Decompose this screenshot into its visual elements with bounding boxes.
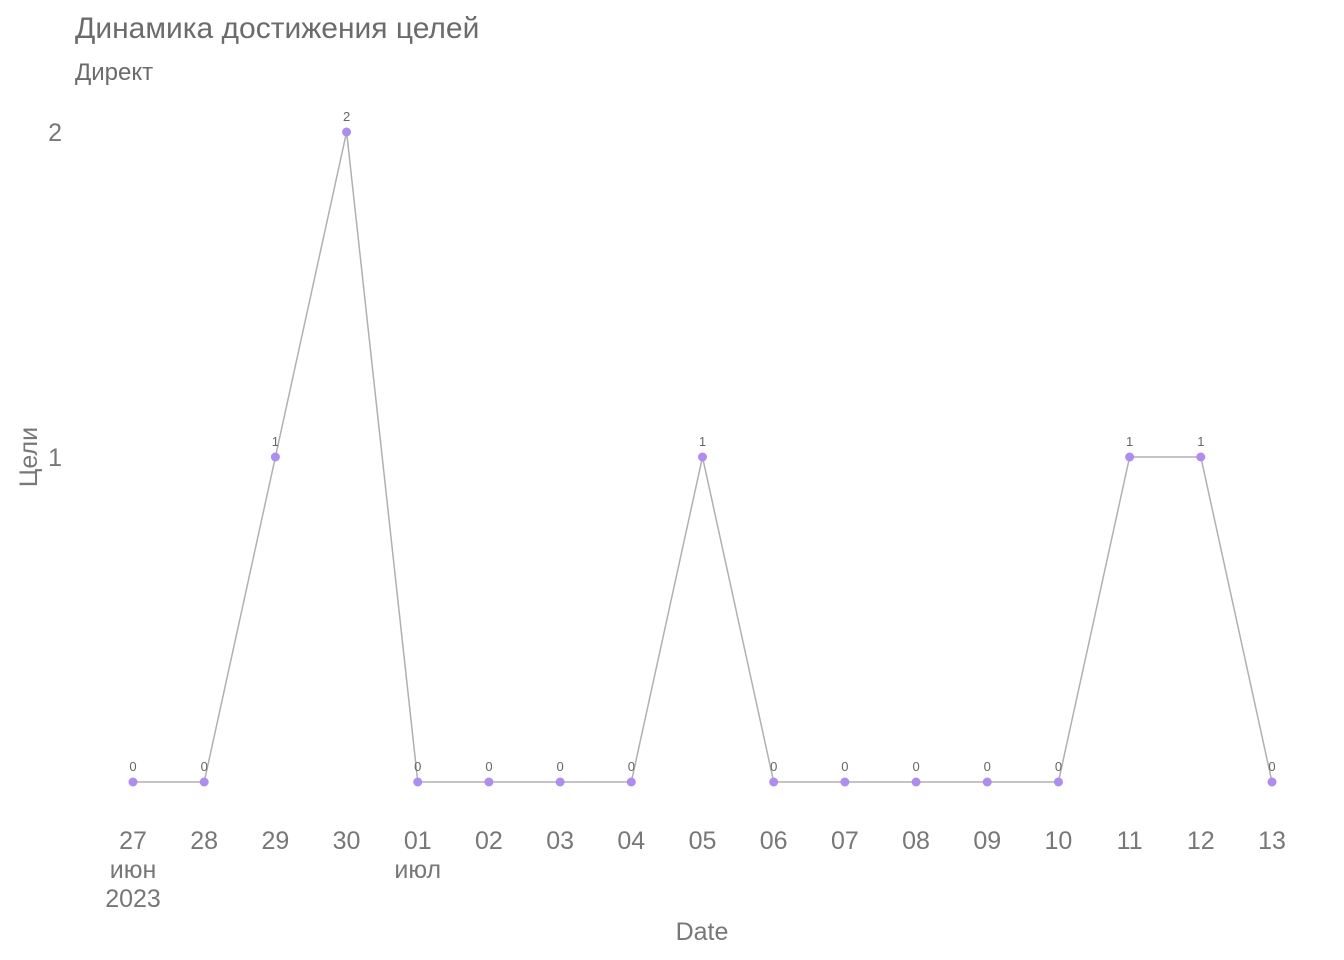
data-point bbox=[555, 777, 565, 787]
data-point bbox=[1196, 452, 1206, 462]
x-tick-label: 05 bbox=[689, 827, 717, 855]
x-tick-label: 28 bbox=[190, 827, 218, 855]
data-label: 0 bbox=[841, 759, 848, 774]
x-tick-label: 30 bbox=[333, 827, 361, 855]
data-label: 0 bbox=[984, 759, 991, 774]
x-tick-label: 11 bbox=[1117, 827, 1143, 855]
data-point bbox=[199, 777, 209, 787]
x-tick-label: 27 июн 2023 bbox=[105, 827, 161, 913]
data-label: 0 bbox=[414, 759, 421, 774]
data-point bbox=[342, 127, 352, 137]
data-label: 0 bbox=[770, 759, 777, 774]
data-point bbox=[698, 452, 707, 462]
data-label: 2 bbox=[343, 109, 350, 124]
data-label: 0 bbox=[129, 759, 136, 774]
data-labels: 0 0 1 2 0 0 0 0 1 0 0 0 0 0 1 1 0 bbox=[129, 109, 1275, 774]
data-point bbox=[769, 777, 779, 787]
x-tick-label: 08 bbox=[902, 827, 930, 855]
data-label: 0 bbox=[1055, 759, 1062, 774]
data-label: 0 bbox=[1268, 759, 1275, 774]
y-axis-ticks: 12 bbox=[48, 119, 62, 472]
data-point bbox=[270, 452, 280, 462]
x-tick-label: 29 bbox=[261, 827, 289, 855]
data-label: 0 bbox=[485, 759, 492, 774]
x-tick-label: 03 bbox=[546, 827, 574, 855]
x-axis-label: Date bbox=[676, 918, 729, 946]
series-layer bbox=[128, 127, 1277, 787]
data-label: 1 bbox=[272, 434, 279, 449]
x-tick-label: 06 bbox=[760, 827, 788, 855]
x-tick-label: 01 июл bbox=[394, 827, 441, 884]
data-label: 1 bbox=[1197, 434, 1204, 449]
data-point bbox=[484, 777, 494, 787]
data-point bbox=[1053, 777, 1063, 787]
x-tick-label: 10 bbox=[1045, 827, 1073, 855]
y-tick-label: 1 bbox=[48, 444, 62, 472]
data-point bbox=[1125, 452, 1135, 462]
data-label: 0 bbox=[628, 759, 635, 774]
chart-subtitle: Директ bbox=[75, 59, 153, 86]
data-label: 0 bbox=[557, 759, 564, 774]
x-tick-label: 04 bbox=[617, 827, 645, 855]
data-point bbox=[626, 777, 636, 787]
data-point bbox=[128, 777, 138, 787]
y-tick-label: 2 bbox=[48, 119, 62, 147]
x-tick-label: 02 bbox=[475, 827, 503, 855]
data-label: 0 bbox=[912, 759, 919, 774]
x-tick-label: 09 bbox=[973, 827, 1001, 855]
x-tick-label: 07 bbox=[831, 827, 859, 855]
data-label: 1 bbox=[699, 434, 706, 449]
x-tick-label: 13 bbox=[1258, 827, 1286, 855]
data-label: 0 bbox=[201, 759, 208, 774]
data-label: 1 bbox=[1126, 434, 1133, 449]
chart-title: Динамика достижения целей bbox=[75, 12, 479, 45]
data-point bbox=[840, 777, 850, 787]
y-axis-label: Цели bbox=[15, 427, 43, 487]
data-point bbox=[413, 777, 423, 787]
data-point bbox=[911, 777, 921, 787]
data-point bbox=[982, 777, 992, 787]
x-tick-label: 12 bbox=[1187, 827, 1215, 855]
data-point bbox=[1267, 777, 1277, 787]
x-axis-ticks: 27 июн 2023 28 29 30 01 июл 02 03 04 05 06 07 08 09 10 11… bbox=[105, 827, 1286, 913]
